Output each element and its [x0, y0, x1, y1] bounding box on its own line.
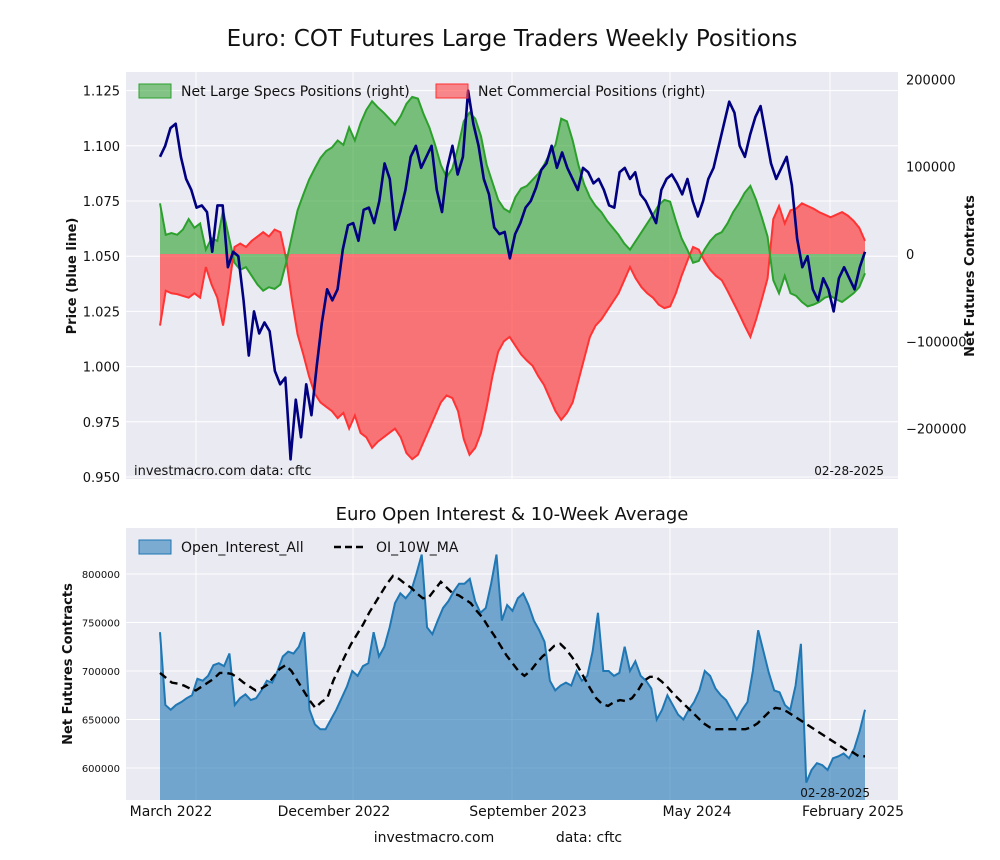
date-tick-1: December 2022 — [278, 804, 391, 820]
open-interest-tick-2: 700000 — [82, 667, 120, 678]
price-axis-label: Price (blue line) — [65, 218, 80, 335]
net-contracts-tick-0: 200000 — [906, 73, 956, 88]
open-interest-line — [159, 554, 866, 783]
date-tick-2: September 2023 — [469, 804, 586, 820]
positions-areas — [159, 95, 866, 461]
positions-panel: 1.125 1.100 1.075 1.050 1.025 1.000 0.975 0.950… — [65, 72, 978, 486]
commercial-line — [159, 202, 866, 461]
footer-site: investmacro.com — [374, 830, 494, 846]
date-axis: March 2022 December 2022 September 2023 May… — [130, 804, 904, 820]
price-tick-7: 0.950 — [83, 471, 120, 486]
legend-label-commercial: Net Commercial Positions (right) — [478, 84, 705, 100]
positions-legend: Net Large Specs Positions (right) Net Co… — [138, 83, 705, 100]
net-contracts-axis-label: Net Futures Contracts — [963, 195, 978, 357]
main-chart-title: Euro: COT Futures Large Traders Weekly P… — [227, 26, 798, 52]
price-tick-5: 1.000 — [83, 361, 120, 376]
legend-label-open-interest: Open_Interest_All — [181, 540, 304, 556]
date-tick-4: February 2025 — [802, 804, 904, 820]
positions-date-stamp: 02-28-2025 — [814, 464, 884, 478]
legend-label-specs: Net Large Specs Positions (right) — [181, 84, 410, 100]
open-interest-tick-4: 600000 — [82, 764, 120, 775]
net-contracts-tick-1: 100000 — [906, 161, 956, 176]
price-tick-4: 1.025 — [83, 305, 120, 320]
price-tick-0: 1.125 — [83, 85, 120, 100]
price-line-group — [158, 89, 867, 461]
open-interest-axis: 800000 750000 700000 650000 600000 — [82, 570, 120, 775]
legend-swatch-open-interest — [138, 539, 172, 555]
open-interest-panel: 800000 750000 700000 650000 600000 March 202… — [61, 528, 904, 820]
specs-line — [159, 95, 866, 308]
open-interest-chart-title: Euro Open Interest & 10-Week Average — [336, 504, 689, 525]
price-tick-6: 0.975 — [83, 416, 120, 431]
net-contracts-tick-2: 0 — [906, 248, 914, 263]
positions-watermark: investmacro.com data: cftc — [134, 464, 312, 479]
price-tick-2: 1.075 — [83, 195, 120, 210]
net-contracts-tick-4: −200000 — [906, 423, 967, 438]
footer-data-source: data: cftc — [556, 830, 622, 846]
price-axis: 1.125 1.100 1.075 1.050 1.025 1.000 0.975 0.950 — [83, 85, 120, 486]
open-interest-tick-3: 650000 — [82, 716, 120, 727]
moving-average-line — [159, 574, 865, 758]
legend-label-ma: OI_10W_MA — [376, 540, 459, 556]
date-tick-3: May 2024 — [662, 804, 731, 820]
open-interest-axis-label: Net Futures Contracts — [61, 583, 76, 745]
legend-swatch-specs — [138, 83, 172, 99]
commercial-area — [160, 203, 865, 460]
net-contracts-tick-3: −100000 — [906, 335, 967, 350]
legend-swatch-commercial — [435, 83, 469, 99]
open-interest-date-stamp: 02-28-2025 — [800, 786, 870, 800]
date-tick-0: March 2022 — [130, 804, 213, 820]
open-interest-tick-0: 800000 — [82, 570, 120, 581]
open-interest-legend: Open_Interest_All OI_10W_MA — [138, 539, 459, 556]
open-interest-area — [160, 554, 865, 800]
net-contracts-axis: 200000 100000 0 −100000 −200000 — [906, 73, 967, 437]
price-line — [158, 89, 867, 461]
moving-average-group — [159, 574, 865, 758]
price-tick-3: 1.050 — [83, 250, 120, 265]
price-tick-1: 1.100 — [83, 140, 120, 155]
open-interest-tick-1: 750000 — [82, 619, 120, 630]
open-interest-area-group — [159, 554, 866, 800]
